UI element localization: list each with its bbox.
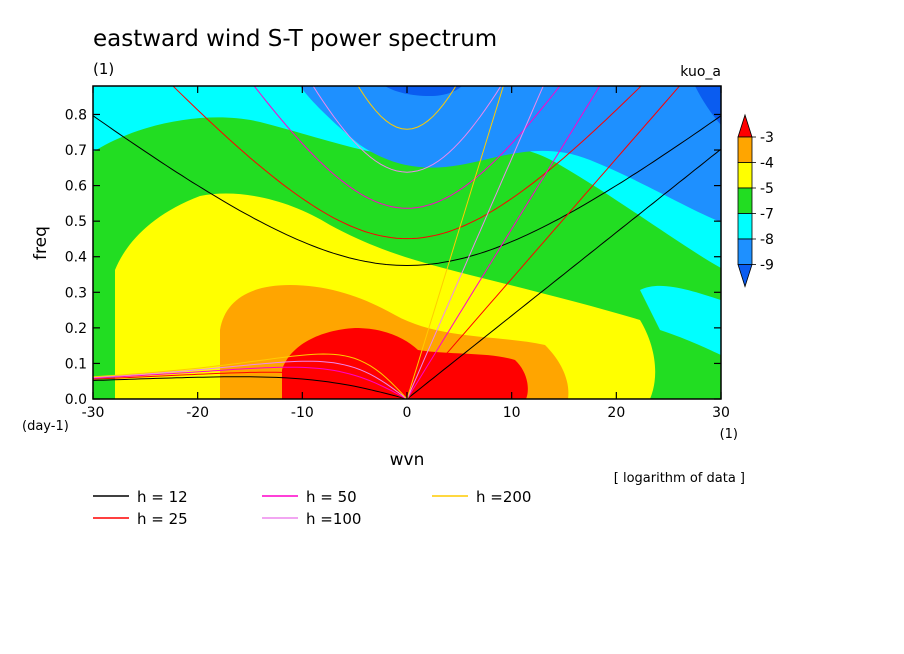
rossby-curve: [93, 360, 408, 399]
colorbar-label: -9: [760, 258, 774, 274]
y-tick-label: 0.1: [65, 356, 87, 372]
x-tick-label: -20: [186, 405, 209, 421]
y-tick-label: 0.8: [65, 107, 87, 123]
x-tick-label: 0: [403, 405, 412, 421]
x-axis-title: wvn: [390, 450, 425, 470]
y-axis: 0.0 0.1 0.2 0.3 0.4 0.5 0.6 0.7 0.8: [65, 107, 721, 408]
rossby-curve: [93, 366, 408, 399]
dispersion-curves: [93, 86, 721, 399]
gravity-curve: [312, 86, 502, 173]
colorbar-cap-top: [737, 113, 753, 138]
x-tick-label: 30: [712, 405, 730, 421]
y-tick-label: 0.0: [65, 392, 87, 408]
y-tick-label: 0.5: [65, 214, 87, 230]
kelvin-curve: [406, 86, 601, 399]
legend-label: h =100: [306, 510, 361, 528]
rossby-curve: [93, 376, 408, 399]
x-tick-label: 10: [503, 405, 521, 421]
x-tick-label: -10: [291, 405, 314, 421]
kelvin-curve: [406, 86, 544, 399]
colorbar-swatch: [737, 162, 753, 189]
data-note: [ logarithm of data ]: [614, 471, 745, 486]
colorbar-swatch: [737, 213, 753, 240]
y-tick-label: 0.3: [65, 285, 87, 301]
y-tick-label: 0.4: [65, 250, 87, 266]
kelvin-curve: [406, 86, 681, 399]
gravity-curve: [253, 86, 561, 209]
band-blue: [300, 86, 721, 222]
colorbar-label: -8: [760, 232, 774, 248]
rossby-curve: [93, 371, 408, 399]
colorbar-label: -3: [760, 130, 774, 146]
band-cyan-lower: [640, 285, 721, 355]
colorbar-swatch: [737, 187, 753, 214]
gravity-curve: [357, 86, 457, 130]
x-unit-label: (1): [720, 427, 738, 442]
colorbar-cap-bottom: [737, 264, 753, 288]
y-unit-label: (day-1): [22, 419, 69, 434]
colorbar-label: -4: [760, 156, 774, 172]
y-tick-label: 0.2: [65, 321, 87, 337]
kelvin-curve: [406, 148, 721, 399]
legend-label: h =200: [476, 488, 531, 506]
colorbar-label: -5: [760, 181, 774, 197]
gravity-curve: [93, 115, 721, 267]
chart-title: eastward wind S-T power spectrum: [93, 26, 497, 52]
colorbar-swatch: [737, 136, 753, 163]
contour-bands: [93, 86, 721, 399]
legend-label: h = 12: [137, 488, 188, 506]
legend-label: h = 50: [306, 488, 357, 506]
chart-subtitle-left: (1): [93, 60, 114, 78]
y-tick-label: 0.7: [65, 143, 87, 159]
y-axis-title: freq: [31, 226, 51, 260]
band-red: [282, 328, 528, 399]
legend-label: h = 25: [137, 510, 188, 528]
band-blue-deep: [385, 86, 721, 125]
colorbar-label: -7: [760, 207, 774, 223]
colorbar: -3 -4 -5 -7 -8 -9: [737, 113, 774, 288]
kelvin-curve: [406, 86, 504, 399]
x-axis: -30 -20 -10 0 10 20 30: [82, 86, 730, 421]
rossby-curve: [93, 353, 408, 399]
legend: h = 12 h = 25 h = 50 h =100 h =200: [93, 488, 531, 528]
x-tick-label: -30: [82, 405, 105, 421]
y-tick-label: 0.6: [65, 179, 87, 195]
gravity-curve: [172, 86, 642, 240]
colorbar-swatch: [737, 238, 753, 265]
chart-subtitle-right: kuo_a: [680, 64, 721, 80]
x-tick-label: 20: [607, 405, 625, 421]
